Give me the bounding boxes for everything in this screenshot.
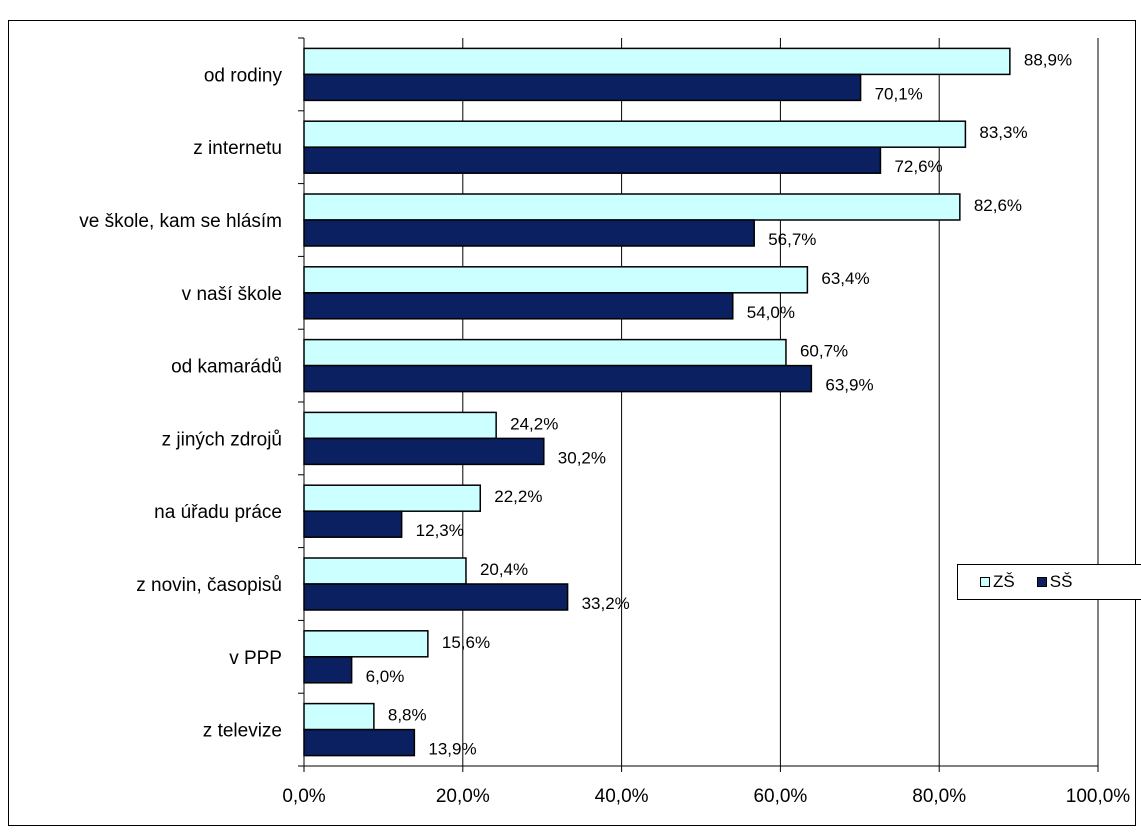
data-label: 13,9% — [428, 740, 476, 759]
category-label: z jiných zdrojů — [162, 429, 282, 450]
category-label: v naší škole — [182, 284, 282, 305]
data-label: 88,9% — [1024, 50, 1072, 69]
data-label: 8,8% — [388, 706, 427, 725]
category-label: od kamarádů — [171, 357, 282, 378]
x-tick-label: 60,0% — [753, 786, 807, 807]
bar-zs — [303, 266, 809, 294]
data-label: 24,2% — [510, 414, 558, 433]
data-label: 82,6% — [974, 196, 1022, 215]
data-label: 63,9% — [825, 376, 873, 395]
data-label: 56,7% — [768, 230, 816, 249]
bar-ss — [303, 73, 862, 102]
bar-zs — [303, 411, 497, 440]
data-label: 12,3% — [416, 521, 464, 540]
x-tick-label: 20,0% — [436, 786, 490, 807]
bar-ss — [303, 146, 882, 174]
data-label: 63,4% — [821, 269, 869, 288]
data-label: 6,0% — [366, 667, 405, 686]
bar-zs — [303, 702, 375, 731]
category-label: z novin, časopisů — [136, 575, 282, 596]
bar-ss — [303, 728, 416, 757]
legend-swatch-zs — [980, 577, 990, 587]
legend-item-zs: ZŠ — [980, 572, 1015, 592]
data-label: 20,4% — [480, 560, 528, 579]
category-label: ve škole, kam se hlásím — [79, 211, 282, 232]
data-label: 30,2% — [558, 448, 606, 467]
legend-label-ss: SŠ — [1049, 572, 1073, 591]
data-label: 22,2% — [494, 487, 542, 506]
category-label: z internetu — [193, 138, 282, 159]
bar-ss — [303, 219, 755, 247]
data-label: 83,3% — [979, 123, 1027, 142]
bar-ss — [303, 656, 353, 684]
bar-zs — [303, 557, 467, 585]
bar-ss — [303, 437, 545, 466]
data-label: 54,0% — [747, 303, 795, 322]
data-label: 15,6% — [442, 633, 490, 652]
category-label: od rodiny — [204, 65, 283, 86]
data-label: 72,6% — [894, 157, 942, 176]
x-tick-label: 100,0% — [1066, 786, 1131, 807]
bar-ss — [303, 583, 569, 611]
bar-ss — [303, 292, 734, 320]
bar-zs — [303, 120, 967, 148]
x-tick-label: 0,0% — [282, 786, 325, 807]
category-label: v PPP — [229, 648, 282, 669]
x-tick-label: 40,0% — [595, 786, 649, 807]
data-label: 70,1% — [875, 84, 923, 103]
bar-ss — [303, 510, 403, 538]
legend-item-ss: SŠ — [1036, 572, 1073, 592]
bar-ss — [303, 364, 813, 393]
legend: ZŠ SŠ — [957, 564, 1141, 600]
x-tick-label: 80,0% — [912, 786, 966, 807]
bar-zs — [303, 630, 429, 658]
bar-zs — [303, 47, 1011, 76]
legend-swatch-ss — [1036, 577, 1047, 587]
bar-zs — [303, 338, 787, 367]
legend-label-zs: ZŠ — [993, 572, 1015, 591]
bar-zs — [303, 193, 961, 221]
data-label: 60,7% — [800, 342, 848, 361]
category-label: z televize — [203, 721, 282, 742]
data-label: 33,2% — [582, 594, 630, 613]
category-label: na úřadu práce — [154, 502, 282, 523]
bar-zs — [303, 484, 482, 512]
